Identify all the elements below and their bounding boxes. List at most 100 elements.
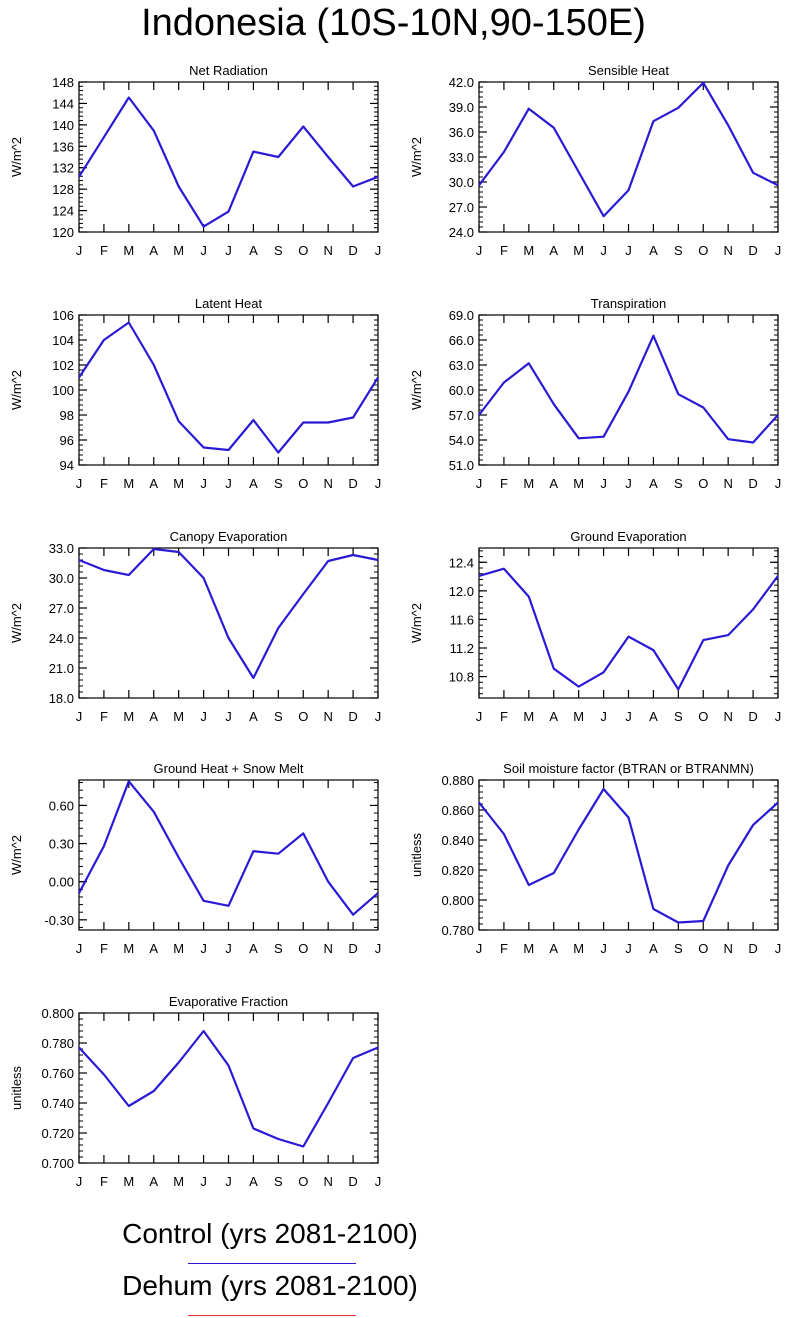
x-tick-label: D — [748, 709, 757, 724]
panel-title: Net Radiation — [189, 63, 268, 78]
x-tick-label: A — [249, 709, 258, 724]
x-tick-label: S — [274, 709, 283, 724]
y-tick-label: 148 — [52, 75, 74, 90]
x-tick-label: M — [123, 243, 134, 258]
chart-panel-net-radiation: Net Radiation W/m^2 120 124 128 132 136 140 144 1… — [9, 63, 381, 258]
plot-frame — [478, 547, 779, 699]
x-tick-label: O — [298, 941, 308, 956]
y-tick-label: 30.0 — [49, 571, 74, 586]
y-tick-label: 94 — [60, 458, 74, 473]
y-tick-label: 0.780 — [441, 923, 474, 938]
x-tick-label: M — [173, 476, 184, 491]
x-tick-label: A — [549, 476, 558, 491]
x-tick-label: F — [100, 941, 108, 956]
x-tick-label: F — [100, 243, 108, 258]
y-tick-label: 0.800 — [441, 893, 474, 908]
y-tick-label: 42.0 — [449, 75, 474, 90]
x-tick-label: O — [298, 476, 308, 491]
x-tick-label: J — [476, 476, 483, 491]
x-tick-label: O — [698, 941, 708, 956]
panel-title: Ground Heat + Snow Melt — [154, 761, 304, 776]
x-tick-label: D — [348, 476, 357, 491]
x-tick-label: A — [149, 1174, 158, 1189]
x-tick-label: N — [323, 941, 332, 956]
x-tick-label: J — [775, 243, 782, 258]
x-tick-label: N — [323, 476, 332, 491]
y-axis-label: W/m^2 — [9, 603, 24, 643]
x-tick-label: O — [298, 709, 308, 724]
x-tick-label: O — [698, 709, 708, 724]
x-tick-label: J — [625, 941, 632, 956]
x-tick-label: S — [274, 243, 283, 258]
y-tick-label: 0.780 — [41, 1036, 74, 1051]
y-axis-label: W/m^2 — [9, 835, 24, 875]
y-tick-label: 12.4 — [449, 555, 474, 570]
x-tick-label: M — [173, 941, 184, 956]
y-tick-label: 96 — [60, 433, 74, 448]
x-tick-label: A — [549, 243, 558, 258]
x-tick-label: J — [225, 476, 232, 491]
x-tick-label: S — [274, 476, 283, 491]
x-tick-label: N — [323, 1174, 332, 1189]
x-tick-label: J — [375, 709, 382, 724]
y-tick-label: 21.0 — [49, 661, 74, 676]
chart-panel-sensible-heat: Sensible Heat W/m^2 24.0 27.0 30.0 33.0 36.0 39… — [409, 63, 781, 258]
x-tick-label: F — [500, 709, 508, 724]
x-tick-label: M — [573, 476, 584, 491]
y-tick-label: 106 — [52, 308, 74, 323]
x-tick-label: J — [225, 1174, 232, 1189]
y-tick-label: 144 — [52, 96, 74, 111]
y-tick-label: 0.820 — [441, 863, 474, 878]
x-tick-label: A — [649, 243, 658, 258]
y-tick-label: 12.0 — [449, 584, 474, 599]
chart-panel-canopy-evaporation: Canopy Evaporation W/m^2 18.0 21.0 24.0 27.0 3… — [9, 529, 381, 724]
x-tick-label: A — [649, 709, 658, 724]
x-tick-label: J — [200, 941, 207, 956]
x-tick-label: J — [375, 243, 382, 258]
x-tick-label: A — [149, 941, 158, 956]
x-tick-label: D — [348, 709, 357, 724]
x-tick-label: O — [698, 243, 708, 258]
y-tick-label: 0.00 — [49, 875, 74, 890]
legend-line-dehum — [188, 1315, 356, 1316]
x-tick-label: N — [723, 243, 732, 258]
panel-title: Transpiration — [591, 296, 666, 311]
x-tick-label: A — [149, 476, 158, 491]
y-tick-label: 11.6 — [450, 612, 474, 627]
panel-title: Evaporative Fraction — [169, 994, 288, 1009]
x-tick-label: D — [348, 1174, 357, 1189]
y-axis-label: W/m^2 — [409, 370, 424, 410]
x-tick-label: M — [573, 243, 584, 258]
plot-frame — [78, 779, 379, 931]
y-tick-label: 27.0 — [49, 601, 74, 616]
y-tick-label: 30.0 — [449, 175, 474, 190]
x-tick-label: A — [649, 941, 658, 956]
x-tick-label: A — [249, 476, 258, 491]
y-axis-label: W/m^2 — [409, 137, 424, 177]
x-tick-label: J — [375, 476, 382, 491]
y-tick-label: 0.760 — [41, 1066, 74, 1081]
panel-title: Ground Evaporation — [570, 529, 686, 544]
series-line-control — [478, 787, 779, 924]
series-line-control — [78, 321, 379, 454]
x-tick-label: J — [476, 243, 483, 258]
y-tick-label: 24.0 — [449, 225, 474, 240]
y-tick-label: 69.0 — [449, 308, 474, 323]
y-tick-label: 0.720 — [41, 1126, 74, 1141]
x-tick-label: J — [76, 1174, 83, 1189]
x-tick-label: O — [298, 1174, 308, 1189]
chart-panel-soil-moisture-factor-btran-or-btranmn: Soil moisture factor (BTRAN or BTRANMN) u… — [409, 761, 781, 956]
y-tick-label: 18.0 — [49, 691, 74, 706]
y-tick-label: 0.880 — [441, 773, 474, 788]
x-tick-label: D — [748, 941, 757, 956]
y-tick-label: 60.0 — [449, 383, 474, 398]
x-tick-label: S — [674, 709, 683, 724]
x-tick-label: M — [573, 709, 584, 724]
y-tick-label: 136 — [52, 139, 74, 154]
x-tick-label: D — [748, 476, 757, 491]
x-tick-label: A — [549, 709, 558, 724]
x-tick-label: S — [674, 941, 683, 956]
plot-frame — [478, 779, 779, 931]
x-tick-label: J — [200, 1174, 207, 1189]
y-tick-label: 0.30 — [49, 837, 74, 852]
